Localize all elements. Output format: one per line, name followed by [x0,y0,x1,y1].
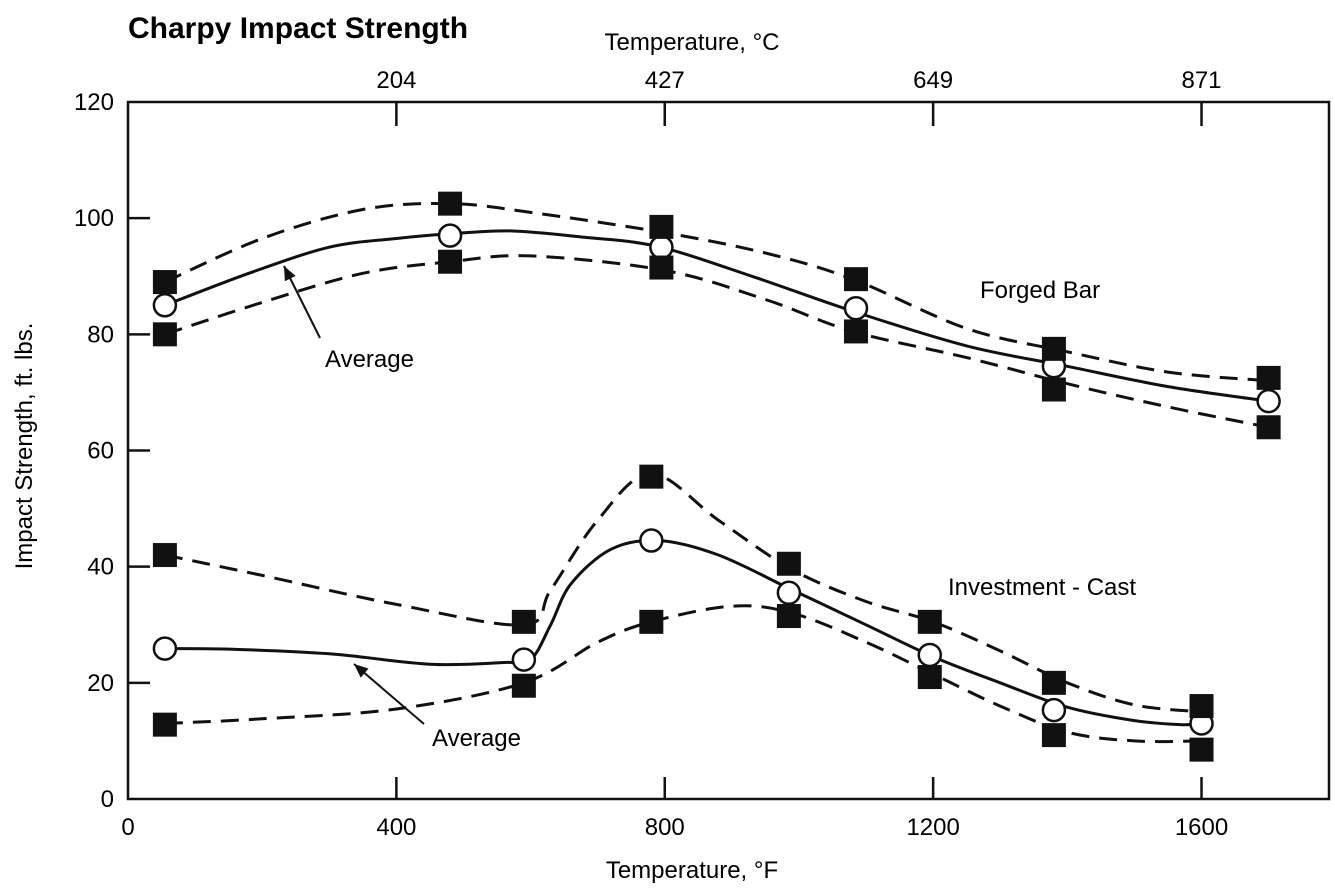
cast-upper-point [917,609,942,634]
forged-avg-point [1256,388,1281,414]
cast-upper-point [1041,670,1066,695]
cast-lower-point [152,712,177,737]
cast-lower-point [917,665,942,690]
cast-upper-point [776,551,801,576]
x-tick-label: 1600 [1175,814,1228,841]
forged-lower-point [438,249,463,274]
cast-upper-point [639,464,664,489]
investment-cast-label: Investment - Cast [948,574,1136,601]
forged-upper-point [152,270,177,295]
cast-avg-point [776,580,802,606]
x-tick-label: 0 [121,814,134,841]
forged-lower-point [843,319,868,344]
top-axis-title: Temperature, °C [605,29,780,56]
forged-upper-point [1256,365,1281,390]
series-layer [152,191,1281,762]
forged-bar-label: Forged Bar [980,277,1100,304]
cast-average-arrow [353,663,425,725]
y-tick-label: 100 [74,205,114,232]
top-tick-label: 871 [1181,67,1221,94]
cast-avg-point [917,642,943,668]
forged-lower-point [1256,415,1281,440]
cast-avg-point [1041,697,1067,723]
cast-lower-point [511,673,536,698]
top-tick-label: 204 [376,67,416,94]
cast-lower-point [1041,723,1066,748]
y-tick-label: 0 [101,786,114,813]
forged-avg-point [649,234,674,260]
cast-upper-point [152,543,177,568]
cast-lower-point [1189,737,1214,762]
cast-average-arrow-head [354,664,369,678]
y-tick-label: 60 [87,438,114,465]
cast-average-label: Average [432,725,521,752]
annotation-layer: Forged Bar Investment - Cast Average Averag… [283,265,1136,752]
top-tick-label: 649 [913,67,953,94]
y-tick-label: 120 [74,89,114,116]
cast-avg-point [152,636,178,661]
plot-frame [126,100,1331,801]
cast-upper-point [1189,694,1214,719]
forged-avg-point [843,295,869,321]
cast-upper-line [164,472,1202,714]
y-tick-label: 80 [87,321,114,348]
top-tick-label: 427 [645,67,685,94]
x-tick-label: 400 [376,814,416,841]
x-tick-label: 1200 [906,814,959,841]
forged-average-arrow-head [284,266,296,282]
forged-upper-line [164,201,1269,383]
cast-avg-point [511,647,537,672]
forged-lower-line [164,254,1269,429]
cast-upper-point [511,609,536,634]
axis-ticks: 0 400 800 1200 1600 0 20 40 60 80 100 120 204 427 649 8… [74,67,1228,841]
forged-lower-point [649,255,674,280]
cast-lower-point [639,609,664,634]
forged-upper-point [843,267,868,292]
forged-lower-point [152,322,177,347]
chart-title: Charpy Impact Strength [128,12,468,45]
forged-lower-point [1041,377,1066,402]
y-tick-label: 40 [87,554,114,581]
forged-average-label: Average [325,346,414,373]
forged-avg-line [164,229,1269,403]
cast-avg-line [164,538,1202,727]
cast-lower-point [776,604,801,629]
x-tick-label: 800 [645,814,685,841]
y-axis-title: Impact Strength, ft. lbs. [11,323,38,570]
forged-upper-point [649,214,674,239]
forged-upper-point [1041,336,1066,361]
forged-upper-point [438,191,463,216]
forged-avg-point [152,293,178,318]
y-tick-label: 20 [87,670,114,697]
bottom-axis-title: Temperature, °F [606,857,778,884]
forged-avg-point [437,223,463,248]
cast-avg-point [639,528,664,553]
